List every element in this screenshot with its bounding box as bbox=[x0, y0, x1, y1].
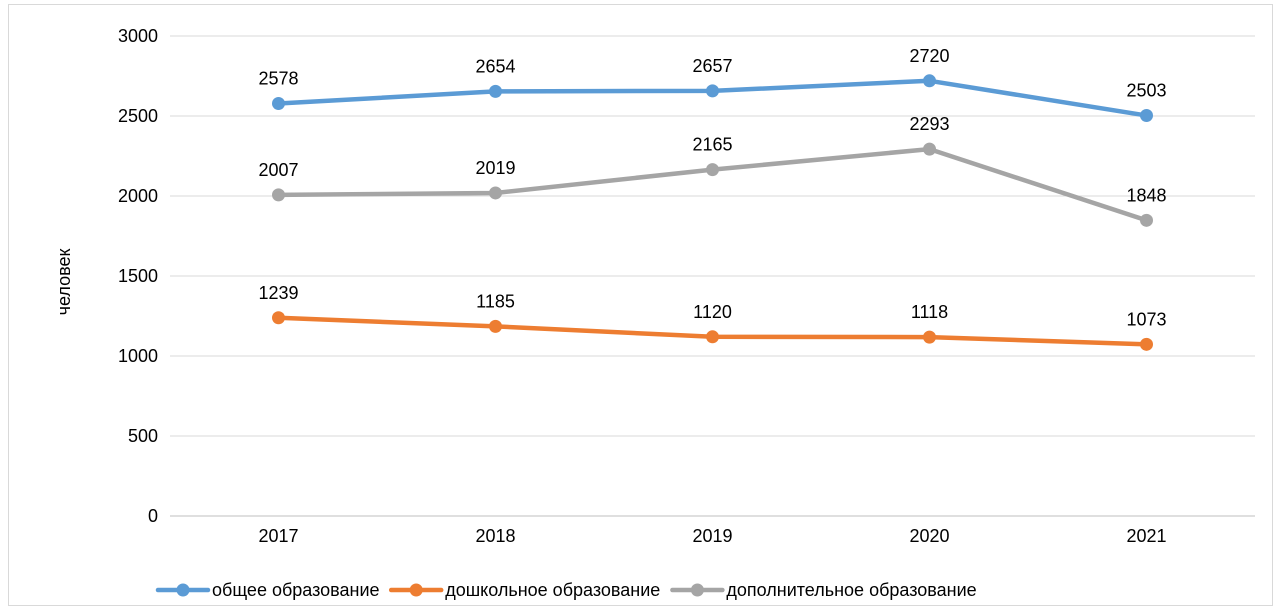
data-label: 1848 bbox=[1126, 185, 1166, 205]
y-tick-label: 2000 bbox=[118, 186, 158, 206]
data-point bbox=[923, 74, 936, 88]
series-group bbox=[272, 74, 1153, 351]
data-point bbox=[1140, 213, 1153, 227]
legend-marker bbox=[409, 583, 423, 597]
data-point bbox=[923, 142, 936, 156]
data-point bbox=[489, 84, 502, 98]
data-label: 2007 bbox=[258, 160, 298, 180]
data-labels: 2578 2654 2657 2720 2503 1239 1185 1120 1118 1073… bbox=[258, 46, 1166, 330]
legend-marker bbox=[690, 583, 704, 597]
series-line bbox=[276, 146, 1149, 223]
x-tick-label: 2019 bbox=[692, 526, 732, 546]
legend-label: дополнительное образование bbox=[726, 580, 976, 600]
data-label: 2503 bbox=[1126, 81, 1166, 101]
data-point bbox=[1140, 109, 1153, 123]
y-tick-label: 0 bbox=[148, 506, 158, 526]
data-label: 1073 bbox=[1126, 309, 1166, 329]
x-tick-label: 2017 bbox=[258, 526, 298, 546]
y-tick-label: 1500 bbox=[118, 266, 158, 286]
x-tick-label: 2018 bbox=[475, 526, 515, 546]
legend-marker bbox=[176, 583, 190, 597]
data-point bbox=[272, 97, 285, 111]
y-tick-label: 3000 bbox=[118, 26, 158, 46]
y-axis-label: человек bbox=[54, 249, 74, 316]
data-point bbox=[272, 188, 285, 202]
data-point bbox=[1140, 337, 1153, 351]
data-point bbox=[923, 330, 936, 344]
data-label: 1120 bbox=[693, 302, 732, 322]
legend-label: дошкольное образование bbox=[445, 580, 660, 600]
data-point bbox=[489, 186, 502, 200]
data-label: 2165 bbox=[692, 135, 732, 155]
y-tick-labels: 0 500 1000 1500 2000 2500 3000 bbox=[118, 26, 158, 526]
data-label: 1185 bbox=[476, 291, 515, 311]
chart-frame bbox=[8, 4, 1273, 606]
legend-label: общее образование bbox=[212, 580, 380, 600]
y-tick-label: 2500 bbox=[118, 106, 158, 126]
x-tick-label: 2020 bbox=[909, 526, 949, 546]
data-point bbox=[706, 84, 719, 98]
data-label: 2578 bbox=[258, 69, 298, 89]
data-point bbox=[489, 319, 502, 333]
x-tick-labels: 2017 2018 2019 2020 2021 bbox=[258, 526, 1166, 546]
data-label: 2019 bbox=[475, 158, 515, 178]
data-label: 2720 bbox=[909, 46, 949, 66]
data-label: 1118 bbox=[911, 302, 948, 322]
legend: общее образование дошкольное образование д… bbox=[155, 580, 977, 600]
data-label: 1239 bbox=[258, 283, 298, 303]
y-tick-label: 500 bbox=[128, 426, 158, 446]
x-tick-label: 2021 bbox=[1126, 526, 1166, 546]
data-point bbox=[272, 311, 285, 325]
data-label: 2293 bbox=[909, 114, 949, 134]
data-label: 2654 bbox=[475, 56, 515, 76]
data-label: 2657 bbox=[692, 56, 732, 76]
y-tick-label: 1000 bbox=[118, 346, 158, 366]
data-point bbox=[706, 163, 719, 177]
data-point bbox=[706, 330, 719, 344]
